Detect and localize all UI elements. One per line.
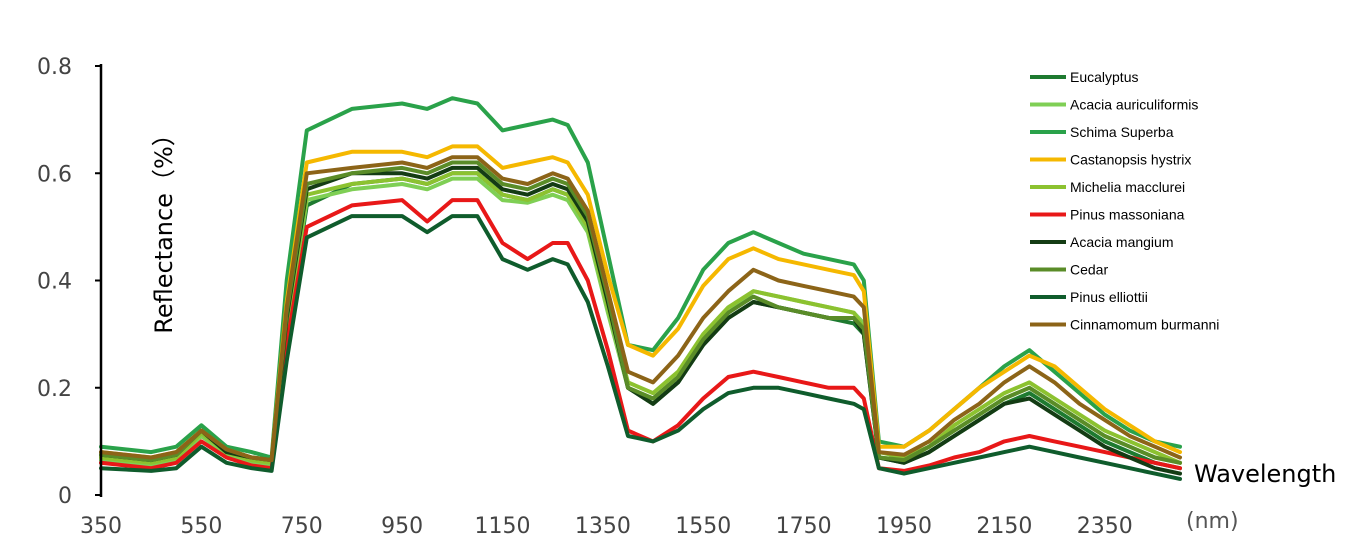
x-tick-label: 1950 (876, 514, 932, 539)
y-tick-label: 0.2 (37, 377, 72, 402)
x-tick-label: 950 (381, 514, 423, 539)
legend-label: Castanopsis hystrix (1070, 152, 1191, 168)
series-line-7 (99, 160, 1182, 465)
legend-label: Schima Superba (1070, 124, 1174, 140)
series-line-1 (99, 176, 1182, 468)
x-axis-unit: (nm) (1186, 509, 1239, 534)
legend-label: Michelia macclurei (1070, 179, 1185, 195)
y-tick-label: 0.4 (37, 270, 72, 295)
series-line-3 (99, 144, 1182, 463)
y-tick-label: 0.6 (37, 162, 72, 187)
series-line-8 (99, 214, 1182, 481)
y-tick-label: 0.8 (37, 55, 72, 80)
series-line-6 (99, 165, 1182, 476)
legend-label: Eucalyptus (1070, 69, 1138, 85)
series-line-4 (99, 171, 1182, 465)
series-line-9 (99, 155, 1182, 463)
legend-label: Cinnamomum burmanni (1070, 317, 1219, 333)
x-tick-label: 550 (180, 514, 222, 539)
series-line-2 (99, 96, 1182, 460)
series-layer (99, 96, 1182, 481)
y-tick-labels: 0 0.2 0.4 0.6 0.8 (37, 55, 101, 509)
x-tick-label: 1550 (675, 514, 731, 539)
x-axis-title: Wavelength (1194, 460, 1336, 488)
y-axis-title: Reflectance（%） (150, 122, 178, 334)
x-tick-label: 2150 (976, 514, 1032, 539)
legend-label: Pinus massoniana (1070, 207, 1185, 223)
legend-label: Pinus elliottii (1070, 289, 1148, 305)
x-tick-label: 1350 (575, 514, 631, 539)
legend-label: Cedar (1070, 262, 1108, 278)
legend: Eucalyptus Acacia auriculiformis Schima Su… (1030, 69, 1219, 333)
x-tick-label: 1150 (474, 514, 530, 539)
x-tick-label: 1750 (776, 514, 832, 539)
series-line-0 (99, 171, 1182, 471)
x-tick-label: 2350 (1077, 514, 1133, 539)
x-tick-label: 750 (281, 514, 323, 539)
legend-label: Acacia auriculiformis (1070, 97, 1198, 113)
x-tick-label: 350 (80, 514, 122, 539)
x-tick-labels: 350 550 750 950 1150 1350 1550 1750 1950 2150 2350 (80, 514, 1133, 539)
legend-label: Acacia mangium (1070, 234, 1174, 250)
y-tick-label: 0 (58, 484, 72, 509)
series-line-5 (99, 198, 1182, 473)
